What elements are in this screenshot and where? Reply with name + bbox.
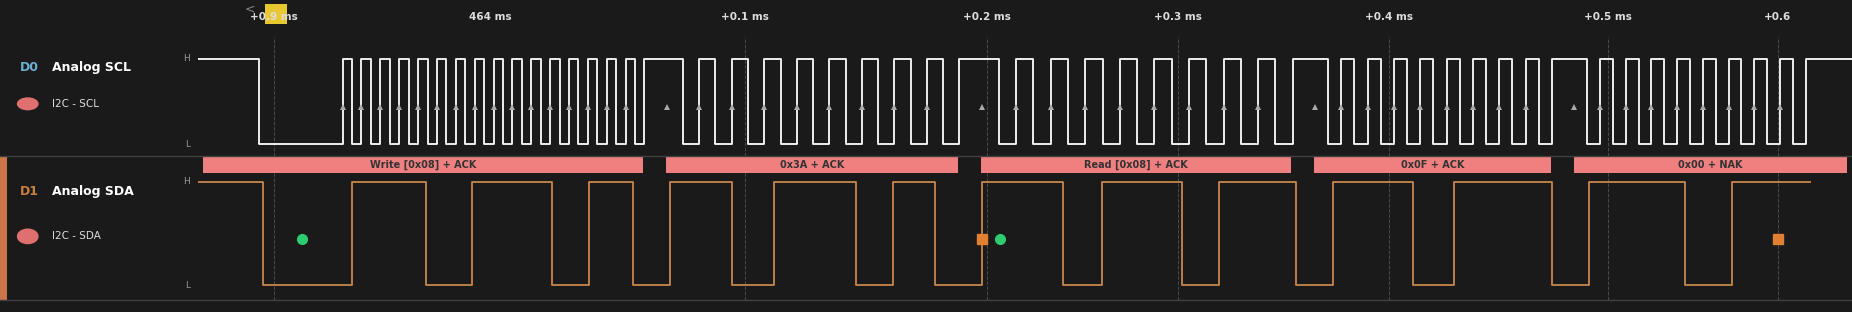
Text: +0.5 ms: +0.5 ms <box>1583 12 1632 22</box>
Text: 0x3A + ACK: 0x3A + ACK <box>780 160 845 170</box>
Bar <box>204 156 643 173</box>
Text: H: H <box>183 177 191 186</box>
Text: D0: D0 <box>20 61 39 74</box>
Text: 0x00 + NAK: 0x00 + NAK <box>1678 160 1743 170</box>
Text: Analog SCL: Analog SCL <box>52 61 130 74</box>
Text: 464 ms: 464 ms <box>469 12 513 22</box>
Text: L: L <box>185 281 191 290</box>
Text: I2C - SCL: I2C - SCL <box>52 99 98 109</box>
Text: Analog SDA: Analog SDA <box>52 185 133 198</box>
Bar <box>667 156 957 173</box>
Text: 0x0F + ACK: 0x0F + ACK <box>1400 160 1465 170</box>
Bar <box>0 156 7 300</box>
Bar <box>1574 156 1846 173</box>
Circle shape <box>17 228 39 244</box>
Text: +0.6: +0.6 <box>1765 12 1791 22</box>
Text: Read [0x08] + ACK: Read [0x08] + ACK <box>1083 159 1189 170</box>
Text: I2C - SDA: I2C - SDA <box>52 232 100 241</box>
Bar <box>982 156 1291 173</box>
Text: <: < <box>244 3 256 16</box>
Text: +0.9 ms: +0.9 ms <box>250 12 298 22</box>
Text: D1: D1 <box>20 185 39 198</box>
Circle shape <box>17 97 39 110</box>
Text: H: H <box>183 54 191 63</box>
Text: +0.4 ms: +0.4 ms <box>1365 12 1413 22</box>
Text: +0.1 ms: +0.1 ms <box>720 12 769 22</box>
Text: +0.3 ms: +0.3 ms <box>1154 12 1202 22</box>
Bar <box>1315 156 1550 173</box>
Bar <box>265 4 287 24</box>
Text: L: L <box>185 140 191 149</box>
Text: Write [0x08] + ACK: Write [0x08] + ACK <box>370 159 476 170</box>
Text: +0.2 ms: +0.2 ms <box>963 12 1011 22</box>
